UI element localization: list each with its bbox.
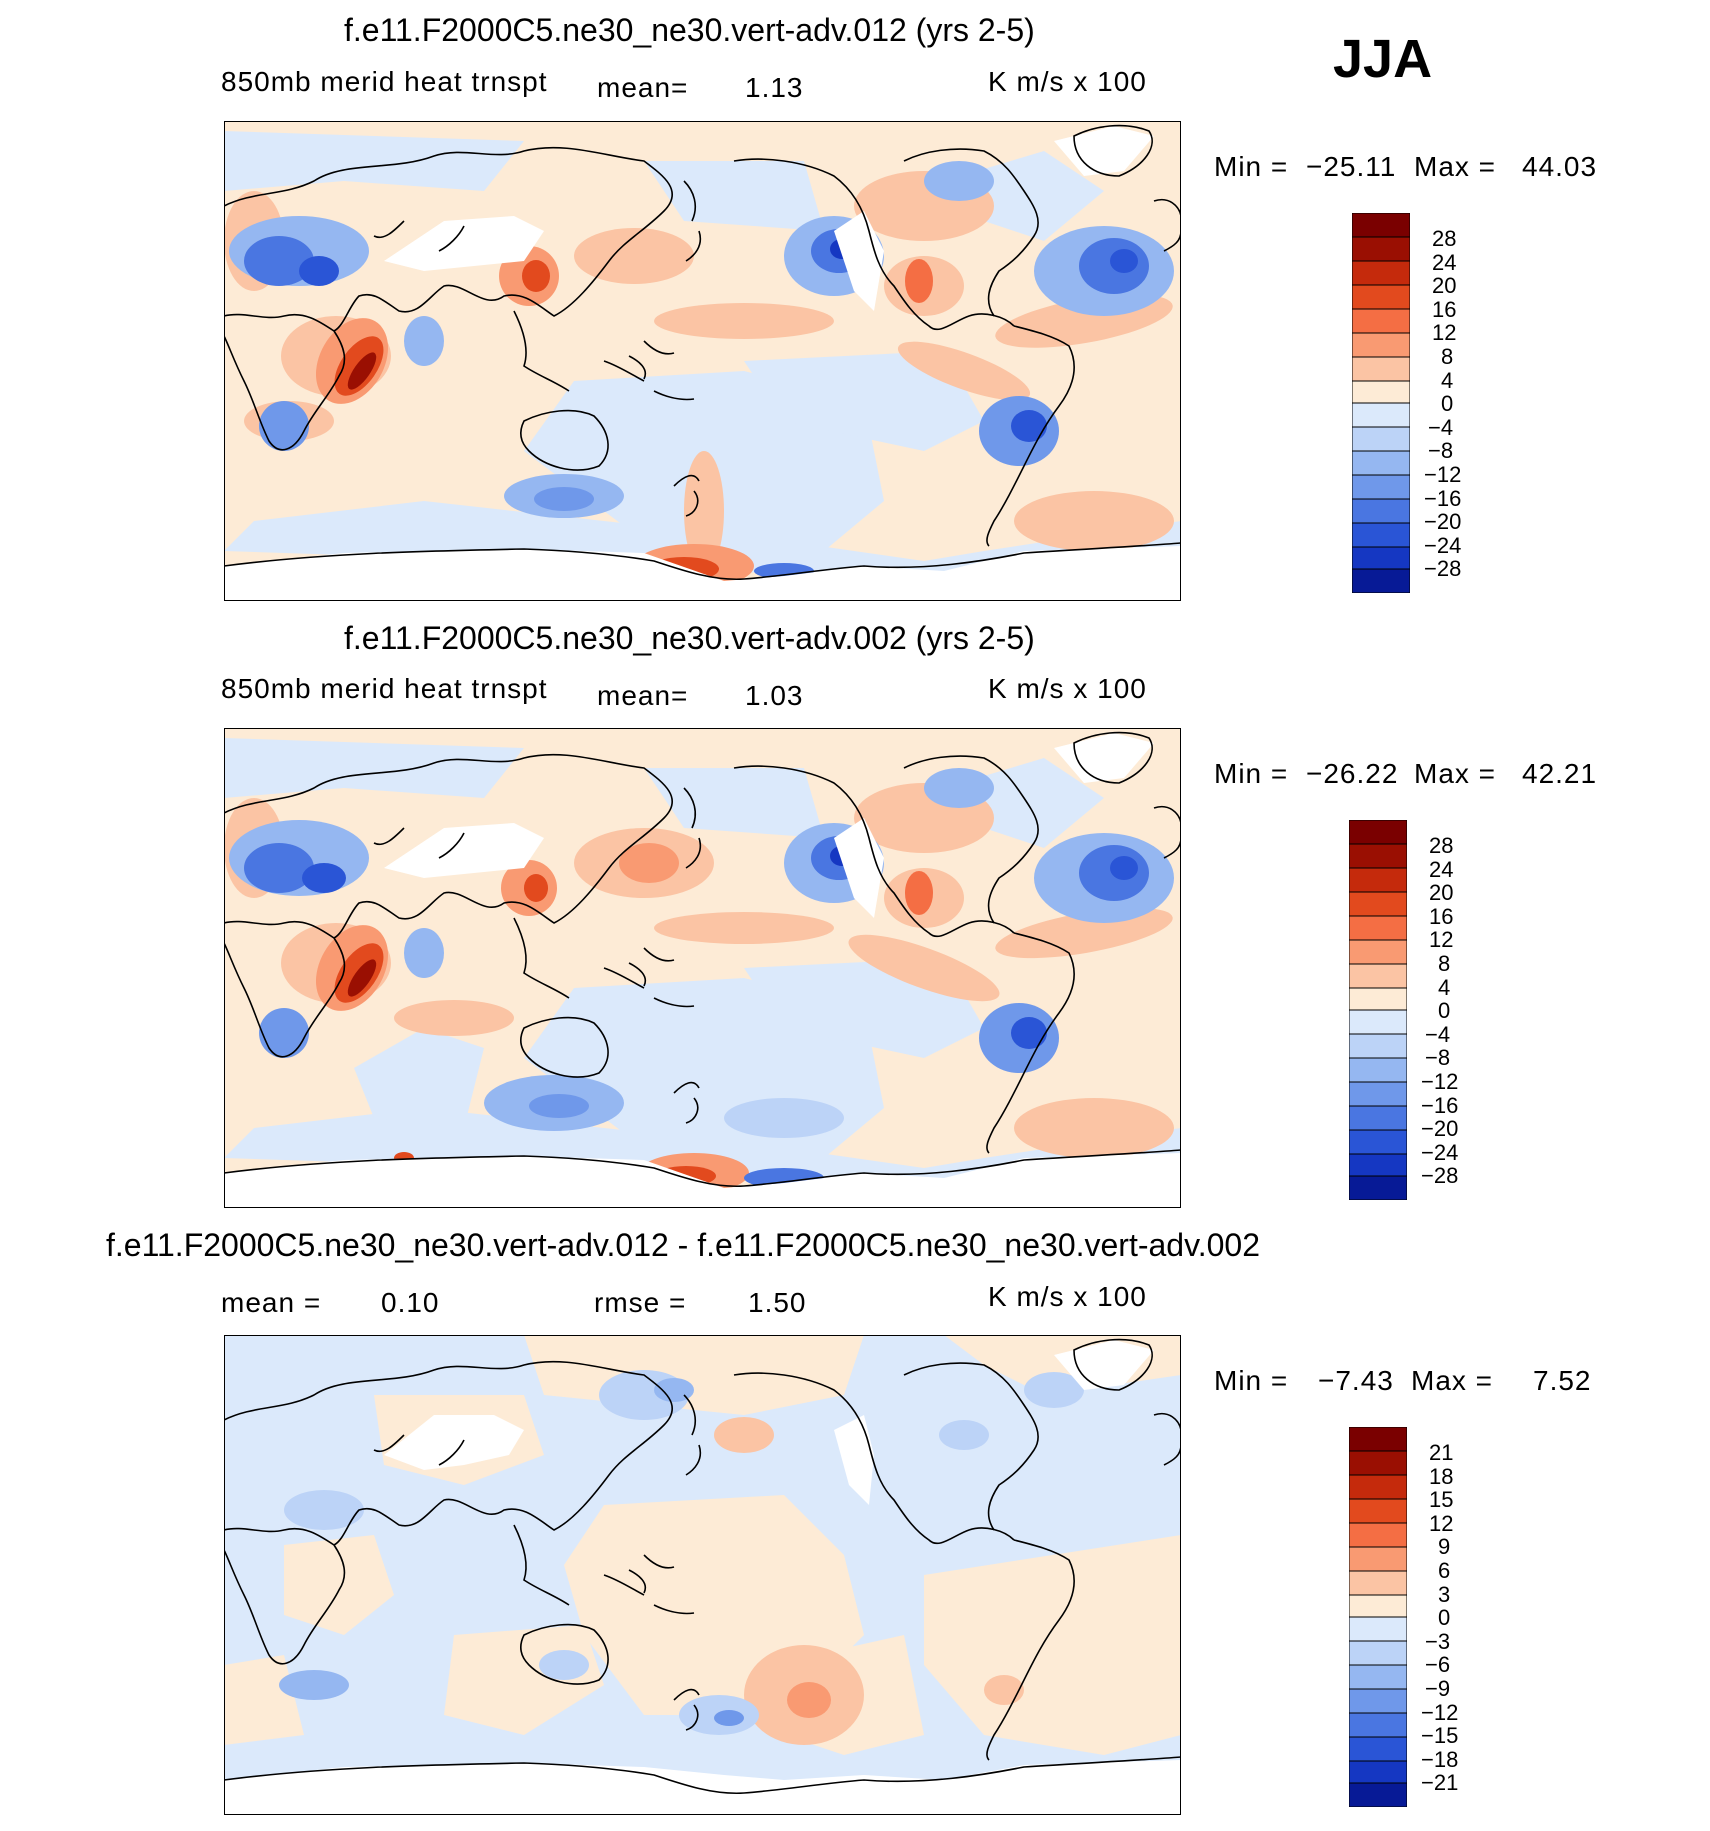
panel3-mean-value: 0.10	[381, 1287, 440, 1318]
panel1-title: f.e11.F2000C5.ne30_ne30.vert-adv.012 (yr…	[344, 12, 1035, 48]
panel3-colorbar-label: 9	[1438, 1534, 1451, 1559]
panel1-colorbar-label: 8	[1441, 344, 1454, 369]
panel2-coastlines	[224, 731, 1181, 1188]
panel2-colorbar-label: −24	[1421, 1140, 1459, 1165]
panel2-mean-label: mean=	[597, 680, 689, 711]
panel2-colorbar-label: 16	[1429, 904, 1454, 929]
panel3-colorbar-label: 3	[1438, 1582, 1451, 1607]
panel1-colorbar-label: −28	[1424, 556, 1462, 581]
panel1-coastlines	[224, 124, 1181, 581]
panel3-colorbar-label: −9	[1425, 1676, 1451, 1701]
panel1-min-label: Min =	[1214, 151, 1289, 182]
panel3-rmse-value: 1.50	[748, 1287, 807, 1318]
panel3-colorbar-label: 15	[1429, 1487, 1454, 1512]
panel2-colorbar-boxes	[1349, 820, 1407, 1200]
panel2-colorbar-label: −28	[1421, 1163, 1459, 1188]
panel2-colorbar-label: −12	[1421, 1069, 1459, 1094]
panel1-variable: 850mb merid heat trnspt	[221, 66, 548, 97]
panel3-colorbar-label: −15	[1421, 1723, 1459, 1748]
panel3-colorbar-label: 21	[1429, 1440, 1454, 1465]
panel2-variable: 850mb merid heat trnspt	[221, 673, 548, 704]
panel1-colorbar-label: −12	[1424, 462, 1462, 487]
panel1-colorbar-label: 24	[1432, 250, 1457, 275]
panel3-min-value: −7.43	[1318, 1365, 1394, 1396]
panel2-mean-value: 1.03	[745, 680, 804, 711]
panel1-colorbar-label: 0	[1441, 391, 1454, 416]
panel2-title: f.e11.F2000C5.ne30_ne30.vert-adv.002 (yr…	[344, 620, 1035, 656]
panel1-min-value: −25.11	[1306, 151, 1397, 182]
panel3-title: f.e11.F2000C5.ne30_ne30.vert-adv.012 - f…	[106, 1227, 1260, 1263]
panel1-colorbar	[1352, 213, 1410, 593]
panel2-colorbar-label: 24	[1429, 857, 1454, 882]
panel3-min-label: Min =	[1214, 1365, 1289, 1396]
panel3-coastlines	[224, 1338, 1181, 1795]
panel3-colorbar-label: −6	[1425, 1652, 1451, 1677]
panel1-colorbar-label: 12	[1432, 320, 1457, 345]
panel1-colorbar-label: 16	[1432, 297, 1457, 322]
panel1-colorbar-label: −24	[1424, 533, 1462, 558]
panel3-field	[224, 1335, 1181, 1815]
panel3-colorbar	[1349, 1427, 1407, 1807]
panel1-colorbar-label: 4	[1441, 368, 1454, 393]
panel1-colorbar-boxes	[1352, 213, 1410, 593]
panel1-colorbar-label: 20	[1432, 273, 1457, 298]
panel2-map	[224, 728, 1181, 1208]
panel3-colorbar-label: 18	[1429, 1464, 1454, 1489]
panel3-colorbar-label: 12	[1429, 1511, 1454, 1536]
panel1-field	[224, 126, 1181, 601]
panel3-max-value: 7.52	[1533, 1365, 1592, 1396]
panel3-colorbar-label: 0	[1438, 1605, 1451, 1630]
panel3-map	[224, 1335, 1181, 1815]
panel2-colorbar-label: 8	[1438, 951, 1451, 976]
panel1-colorbar-label: −4	[1428, 415, 1454, 440]
panel2-max-value: 42.21	[1522, 758, 1598, 789]
panel3-colorbar-label: −18	[1421, 1747, 1459, 1772]
panel3-max-label: Max =	[1411, 1365, 1494, 1396]
panel2-colorbar-label: −4	[1425, 1022, 1451, 1047]
panel3-mean-label: mean =	[221, 1287, 322, 1318]
panel2-colorbar-label: −8	[1425, 1045, 1451, 1070]
panel2-units: K m/s x 100	[988, 673, 1147, 704]
panel3-colorbar-label: −12	[1421, 1700, 1459, 1725]
panel2-colorbar-label: −20	[1421, 1116, 1459, 1141]
panel3-rmse-label: rmse =	[594, 1287, 687, 1318]
panel1-colorbar-label: −8	[1428, 438, 1454, 463]
panel3-colorbar-label: −3	[1425, 1629, 1451, 1654]
panel2-max-label: Max =	[1414, 758, 1497, 789]
panel2-colorbar-label: 20	[1429, 880, 1454, 905]
panel1-max-value: 44.03	[1522, 151, 1598, 182]
panel2-min-label: Min =	[1214, 758, 1289, 789]
panel2-colorbar-label: −16	[1421, 1093, 1459, 1118]
panel1-map	[224, 121, 1181, 601]
panel2-colorbar-label: 28	[1429, 833, 1454, 858]
panel2-field	[224, 733, 1181, 1208]
panel1-max-label: Max =	[1414, 151, 1497, 182]
panel2-min-value: −26.22	[1306, 758, 1399, 789]
panel3-units: K m/s x 100	[988, 1281, 1147, 1312]
season-label: JJA	[1333, 29, 1433, 89]
panel2-colorbar-label: 12	[1429, 927, 1454, 952]
panel2-colorbar	[1349, 820, 1407, 1200]
panel1-mean-value: 1.13	[745, 72, 804, 103]
panel1-colorbar-label: 28	[1432, 226, 1457, 251]
panel3-colorbar-label: −21	[1421, 1770, 1459, 1795]
panel3-colorbar-label: 6	[1438, 1558, 1451, 1583]
panel2-colorbar-label: 4	[1438, 975, 1451, 1000]
panel3-colorbar-boxes	[1349, 1427, 1407, 1807]
panel2-colorbar-label: 0	[1438, 998, 1451, 1023]
panel1-colorbar-label: −20	[1424, 509, 1462, 534]
panel1-units: K m/s x 100	[988, 66, 1147, 97]
panel1-colorbar-label: −16	[1424, 486, 1462, 511]
panel1-mean-label: mean=	[597, 72, 689, 103]
